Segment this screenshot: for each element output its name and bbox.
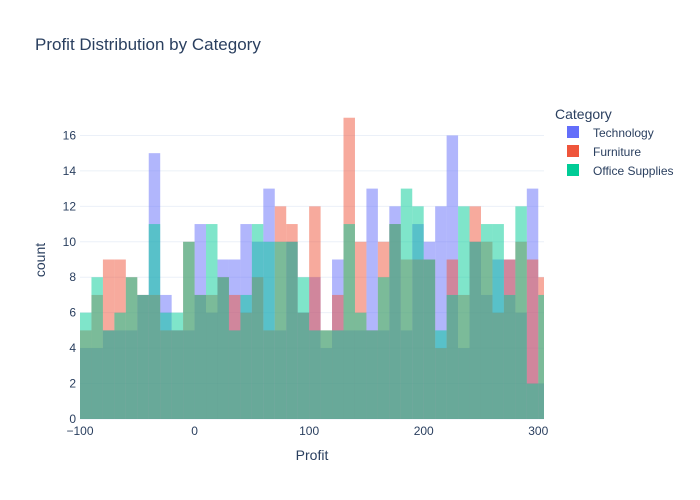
bar-office-supplies[interactable] [354,312,367,419]
bar-office-supplies[interactable] [480,224,493,419]
bar-office-supplies[interactable] [366,330,378,419]
legend-item-furniture[interactable]: Furniture [567,145,641,159]
bar-office-supplies[interactable] [332,330,344,419]
bar-office-supplies[interactable] [148,224,161,419]
legend-swatch-technology [567,126,579,138]
bar-office-supplies[interactable] [469,241,481,419]
bar-office-supplies[interactable] [458,206,470,419]
bars [80,117,544,420]
bar-office-supplies[interactable] [515,206,527,419]
bar-office-supplies[interactable] [435,330,447,419]
y-axis-title: count [32,243,48,277]
legend-item-office-supplies[interactable]: Office Supplies [567,164,674,178]
y-axis-ticks: 0 2 4 6 8 10 12 14 16 [63,128,77,426]
x-tick-label: 0 [191,424,198,438]
legend-swatch-office-supplies [567,164,579,176]
x-tick-label: −100 [66,424,93,438]
bar-office-supplies[interactable] [217,277,229,419]
y-tick-label: 6 [69,306,76,320]
bar-office-supplies[interactable] [526,383,539,419]
bar-furniture[interactable] [309,206,321,419]
bar-office-supplies[interactable] [206,224,218,419]
bar-office-supplies[interactable] [263,241,275,419]
y-tick-label: 4 [69,341,76,355]
bar-office-supplies[interactable] [309,330,321,419]
bar-office-supplies[interactable] [377,277,390,419]
bar-office-supplies[interactable] [114,312,126,419]
y-tick-label: 10 [63,235,77,249]
chart-title: Profit Distribution by Category [35,35,261,54]
bar-office-supplies[interactable] [240,294,252,419]
bar-technology[interactable] [366,188,378,419]
bar-office-supplies[interactable] [389,224,401,419]
bar-office-supplies[interactable] [171,312,184,419]
bar-office-supplies[interactable] [446,294,459,419]
bar-office-supplies[interactable] [423,259,436,420]
x-axis-ticks: −100 0 100 200 300 [66,424,548,438]
y-tick-label: 14 [63,164,77,178]
bar-office-supplies[interactable] [251,224,264,419]
y-tick-label: 16 [63,128,77,142]
y-tick-label: 0 [69,412,76,426]
legend-label-technology: Technology [593,126,654,140]
legend-label-furniture: Furniture [593,145,641,159]
bar-office-supplies[interactable] [194,294,207,419]
bar-office-supplies[interactable] [228,330,241,419]
bar-office-supplies[interactable] [137,294,149,419]
bar-office-supplies[interactable] [400,188,413,419]
bar-office-supplies[interactable] [183,241,195,419]
x-tick-label: 200 [414,424,434,438]
legend-label-office-supplies: Office Supplies [593,164,674,178]
bar-office-supplies[interactable] [125,277,138,419]
bar-office-supplies[interactable] [503,294,516,419]
legend-item-technology[interactable]: Technology [567,126,654,140]
legend: Category Technology Furniture Office Sup… [555,106,674,178]
y-tick-label: 8 [69,270,76,284]
bar-office-supplies[interactable] [320,330,333,419]
bar-technology[interactable] [435,206,447,419]
bar-office-supplies[interactable] [343,224,355,419]
x-tick-label: 100 [299,424,319,438]
bar-office-supplies[interactable] [286,241,298,419]
bar-office-supplies[interactable] [91,277,103,419]
x-tick-label: 300 [528,424,548,438]
legend-title: Category [555,106,612,122]
bar-office-supplies[interactable] [492,224,504,419]
bar-office-supplies[interactable] [412,206,424,419]
bar-office-supplies[interactable] [80,312,92,419]
x-axis-title: Profit [296,447,329,463]
y-tick-label: 2 [69,377,76,391]
bar-office-supplies[interactable] [274,241,287,419]
y-tick-label: 12 [63,199,77,213]
bar-office-supplies[interactable] [160,312,172,419]
bar-furniture[interactable] [526,259,539,420]
legend-swatch-furniture [567,145,579,157]
bar-office-supplies[interactable] [297,277,310,419]
bar-office-supplies[interactable] [538,294,544,419]
bar-office-supplies[interactable] [102,330,115,419]
